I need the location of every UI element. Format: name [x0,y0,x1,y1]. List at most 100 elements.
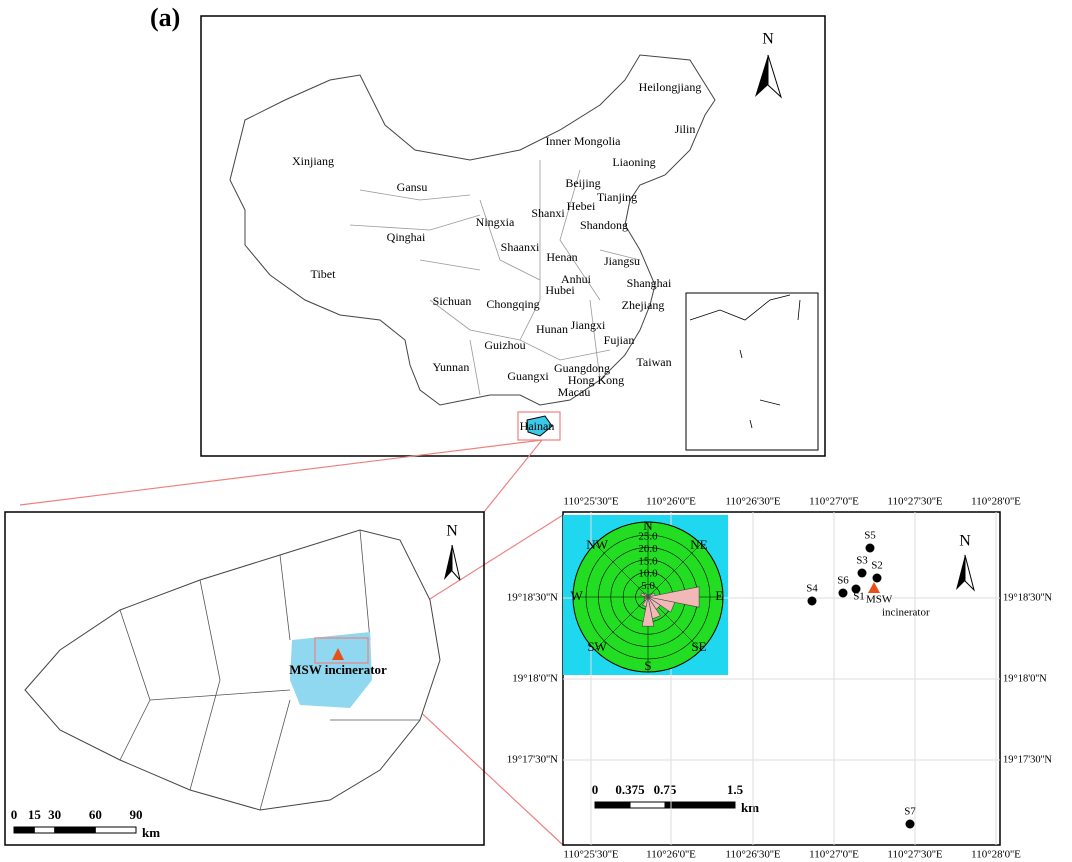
province-label: Guangdong [554,361,610,375]
hainan-outline [24,529,441,811]
province-label: Hebei [567,199,596,213]
province-label: Zhejiang [622,298,665,312]
north-label: N [446,523,458,540]
province-label: Taiwan [636,355,671,369]
province-label: Yunnan [433,360,470,374]
province-label: Jiangsu [604,254,640,268]
scale-segment [665,802,735,808]
scale-segment [54,827,96,833]
incinerator-label: MSW [866,594,893,606]
province-label: Tianjing [597,190,637,204]
province-label: Tibet [311,267,337,281]
wind-petal [641,596,655,627]
province-label: Sichuan [433,294,472,308]
province-borders [349,160,641,396]
inset-frame [685,292,819,451]
y-coord-label: 19°18'0''N [512,673,558,685]
wind-rose-spoke [594,543,649,598]
direction-label: E [715,588,723,603]
province-label: Qinghai [387,230,426,244]
province-label: Inner Mongolia [546,134,622,148]
scale-segment [595,802,630,808]
province-label: Ningxia [476,215,515,229]
sample-site [807,596,817,606]
direction-label: NE [690,537,707,552]
province-label: Shanxi [531,206,565,220]
site-label: S2 [871,560,883,572]
incinerator-marker [332,648,344,660]
panel-label: (a) [150,3,180,32]
scale-label: 90 [130,807,143,822]
province-label: Xinjiang [292,154,334,168]
north-arrow [444,544,461,581]
direction-label: SW [587,639,607,654]
province-label: Guizhou [484,338,525,352]
site-label: S4 [806,583,818,595]
hainan-frame [4,511,485,846]
x-coord-label: 110°28'0''E [971,849,1021,861]
scale-label: 1.5 [727,782,744,797]
sample-site [872,573,882,583]
x-coord-label: 110°25'30''E [563,496,618,508]
sample-site [851,584,861,594]
scale-label: 0 [592,782,599,797]
province-label: Anhui [561,272,592,286]
province-label: Gansu [397,180,428,194]
north-arrow [956,554,975,592]
site-label: S7 [904,806,916,818]
x-coord-label: 110°26'30''E [725,849,780,861]
y-coord-label: 19°18'30''N [507,592,558,604]
province-label: Guangxi [507,369,549,383]
x-coord-label: 110°26'0''E [646,849,696,861]
province-label: Hubei [545,283,575,297]
province-label: Shanghai [627,276,672,290]
province-label: Shandong [580,218,628,232]
hainan-small [526,415,553,437]
incinerator-label: incinerator [882,607,930,619]
scale-label: 60 [89,807,102,822]
site-label: S5 [864,530,876,542]
x-coord-label: 110°27'0''E [809,849,859,861]
wind-rose-spoke [647,543,702,598]
scale-unit: km [741,800,759,815]
wind-rose-spoke [594,596,649,651]
site-label: S1 [853,591,865,603]
direction-label: W [570,588,583,603]
x-coord-label: 110°28'0''E [971,496,1021,508]
province-label: Jilin [675,122,696,136]
incinerator-label: MSW incinerator [289,662,387,677]
x-coord-label: 110°27'0''E [809,496,859,508]
province-label: Liaoning [612,155,655,169]
north-label: N [762,31,774,48]
province-label: Fujian [604,333,635,347]
x-coord-label: 110°25'30''E [563,849,618,861]
direction-label: S [644,658,651,673]
province-label: Macau [558,385,591,399]
province-label: Jiangxi [571,318,606,332]
sample-site [838,588,848,598]
province-label: Hunan [536,322,568,336]
scale-label: 0.75 [654,782,677,797]
x-coord-label: 110°27'30''E [887,849,942,861]
x-coord-label: 110°26'0''E [646,496,696,508]
province-label: Hainan [520,419,555,433]
sample-site [857,568,867,578]
china-frame [200,15,826,457]
study-area [290,632,372,708]
direction-label: SE [691,639,706,654]
connector-lines [19,439,564,846]
scale-unit: km [142,825,160,840]
scale-segment [14,827,35,833]
inset-coast [689,294,801,429]
wind-petal [646,594,649,598]
sample-site [905,819,915,829]
incinerator-marker [868,582,880,593]
province-label: Chongqing [486,297,539,311]
site-label: S6 [837,575,849,587]
y-coord-label: 19°18'0''N [1003,673,1047,684]
sample-site [865,543,875,553]
north-label: N [959,533,971,550]
county-borders [119,529,420,811]
study-box [314,637,369,664]
